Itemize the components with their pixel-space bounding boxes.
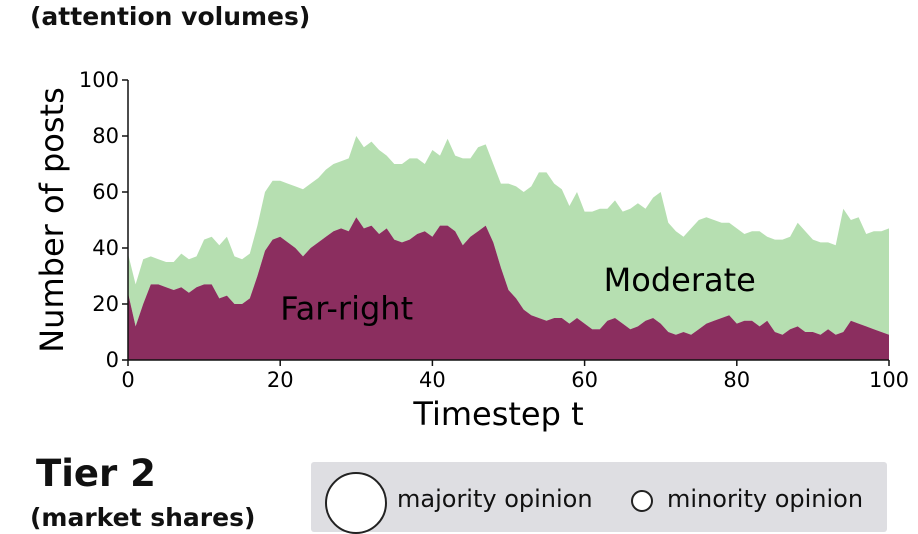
x-axis-label: Timestep t <box>412 395 583 433</box>
opinion-legend: majority opinion minority opinion <box>311 462 887 534</box>
y-axis-label: Number of posts <box>33 87 71 353</box>
tier-2-subheading: (market shares) <box>30 503 256 532</box>
far-right-area <box>128 217 889 360</box>
x-tick-label: 80 <box>723 368 750 392</box>
y-tick-label: 80 <box>92 124 119 148</box>
legend-majority-label: majority opinion <box>397 485 593 513</box>
large-circle-icon <box>325 472 387 534</box>
chart-subtitle: (attention volumes) <box>30 2 311 31</box>
y-tick-label: 0 <box>106 348 119 372</box>
x-tick-label: 0 <box>121 368 134 392</box>
tier-2-heading: Tier 2 <box>36 452 156 495</box>
far-right-series-label: Far-right <box>280 290 413 328</box>
x-tick-label: 20 <box>267 368 294 392</box>
y-tick-label: 20 <box>92 292 119 316</box>
x-tick-label: 60 <box>571 368 598 392</box>
y-tick-label: 60 <box>92 180 119 204</box>
x-tick-label: 100 <box>869 368 909 392</box>
moderate-series-label: Moderate <box>604 261 756 299</box>
x-tick-label: 40 <box>419 368 446 392</box>
y-tick-label: 40 <box>92 236 119 260</box>
moderate-area <box>128 136 889 335</box>
area-chart: 0 20 40 60 80 100 0 20 40 60 80 100 Timestep t Number… <box>33 68 909 433</box>
y-tick-label: 100 <box>79 68 119 92</box>
small-circle-icon <box>631 490 653 512</box>
legend-minority-label: minority opinion <box>667 485 864 513</box>
